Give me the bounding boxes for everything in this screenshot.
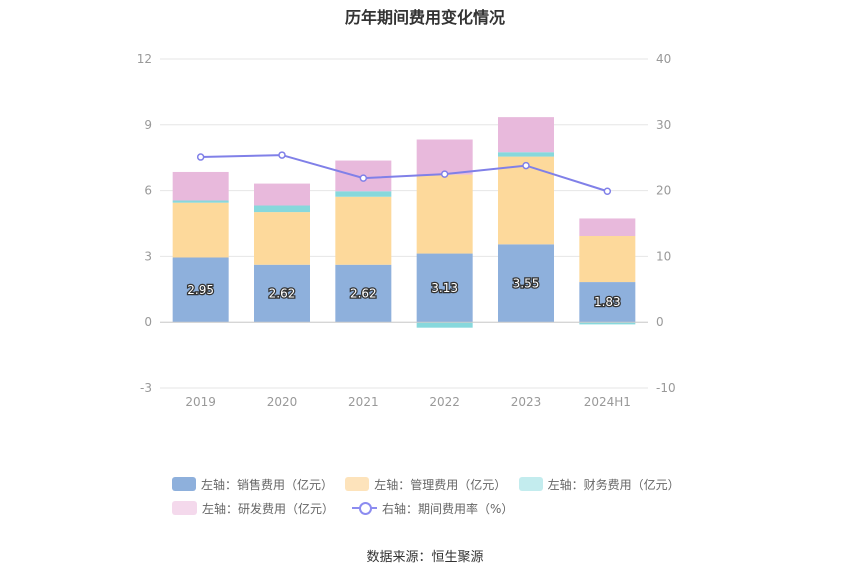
chart-title: 历年期间费用变化情况 <box>344 8 505 27</box>
bar-segment-series-0 <box>579 282 636 323</box>
legend-item-admin-expense[interactable]: 左轴：管理费用（亿元） <box>345 476 507 493</box>
chart-plot: -3 0 3 6 9 12 -10 0 10 20 30 40 2019 2020 2021 2022 2023… <box>137 52 676 409</box>
bar-segment-series-2 <box>172 200 229 203</box>
y-right-tick-label: 40 <box>656 52 671 66</box>
chart-legend: 左轴：销售费用（亿元） 左轴：管理费用（亿元） 左轴：财务费用（亿元） 左轴：研… <box>172 472 692 520</box>
source-note: 数据来源：恒生聚源 <box>366 550 484 565</box>
bar-segment-series-2 <box>254 205 310 213</box>
bar-segment-series-3 <box>579 218 636 237</box>
bar-data-label: 2.62 <box>269 286 296 300</box>
ratio-point <box>522 161 530 170</box>
legend-swatch-admin <box>345 477 370 491</box>
bar-segment-series-3 <box>172 171 229 201</box>
bar-segment-series-2 <box>498 152 554 157</box>
legend-item-finance-expense[interactable]: 左轴：财务费用（亿元） <box>518 476 680 493</box>
legend-label-rd: 左轴：研发费用（亿元） <box>202 501 335 516</box>
y-right-tick-label: 20 <box>656 184 671 198</box>
ratio-point <box>440 170 449 178</box>
bar-segment-series-1 <box>579 236 636 283</box>
bar-segment-series-0 <box>498 244 554 323</box>
y-left-tick-label: 12 <box>137 52 152 66</box>
y-right-tick-label: 30 <box>656 118 671 132</box>
bar-segment-series-2 <box>579 322 636 325</box>
legend-swatch-sales <box>172 477 196 491</box>
ratio-point <box>359 174 368 182</box>
x-tick-label: 2024H1 <box>584 395 631 409</box>
y-right-tick-label: 10 <box>656 249 671 263</box>
legend-label-admin: 左轴：管理费用（亿元） <box>374 477 507 492</box>
x-tick-label: 2021 <box>348 395 379 409</box>
bar-data-label: 1.83 <box>594 295 621 309</box>
bar-segment-series-1 <box>335 196 392 265</box>
bar-segment-series-0 <box>335 264 392 323</box>
legend-label-finance: 左轴：财务费用（亿元） <box>547 477 680 492</box>
bar-segment-series-3 <box>416 139 473 175</box>
legend-label-sales: 左轴：销售费用（亿元） <box>200 477 333 492</box>
bar-segment-series-0 <box>416 253 473 323</box>
bar-segment-series-1 <box>416 174 473 254</box>
bar-segment-series-3 <box>498 117 554 153</box>
x-tick-label: 2022 <box>429 395 460 409</box>
y-left-tick-label: 0 <box>144 315 152 329</box>
y-left-tick-label: -3 <box>140 381 152 395</box>
ratio-point <box>278 151 286 159</box>
legend-item-sales-expense[interactable]: 左轴：销售费用（亿元） <box>172 476 333 493</box>
bar-data-label: 3.55 <box>513 276 540 290</box>
bar-segment-series-1 <box>172 202 229 258</box>
y-left-tick-label: 6 <box>144 184 152 198</box>
y-right-tick-label: -10 <box>656 381 676 395</box>
bar-segment-series-3 <box>254 183 310 206</box>
bar-segment-series-1 <box>254 212 310 265</box>
bar-data-label: 2.95 <box>187 283 214 297</box>
bar-segment-series-2 <box>335 191 392 197</box>
y-left-tick-label: 3 <box>144 249 152 263</box>
bar-data-label: 2.62 <box>350 286 377 300</box>
y-right-tick-label: 0 <box>656 315 664 329</box>
bar-segment-series-0 <box>254 264 310 323</box>
x-tick-label: 2023 <box>511 395 542 409</box>
ratio-point <box>603 187 612 196</box>
y-left-tick-label: 9 <box>144 118 152 132</box>
legend-swatch-rd <box>172 501 197 515</box>
ratio-line <box>200 154 608 193</box>
bar-segment-series-2 <box>416 322 473 328</box>
ratio-point <box>196 153 205 161</box>
legend-swatch-ratio-line <box>352 501 378 515</box>
bar-segment-series-1 <box>498 156 554 245</box>
bar-data-label: 3.13 <box>431 281 458 295</box>
legend-swatch-finance <box>518 477 543 491</box>
bar-segment-series-0 <box>172 257 229 323</box>
legend-item-rd-expense[interactable]: 左轴：研发费用（亿元） <box>172 500 334 517</box>
x-tick-label: 2019 <box>185 395 216 409</box>
legend-item-expense-ratio[interactable]: 右轴：期间费用率（%） <box>352 500 513 517</box>
x-tick-label: 2020 <box>267 395 298 409</box>
legend-label-ratio: 右轴：期间费用率（%） <box>382 501 514 516</box>
